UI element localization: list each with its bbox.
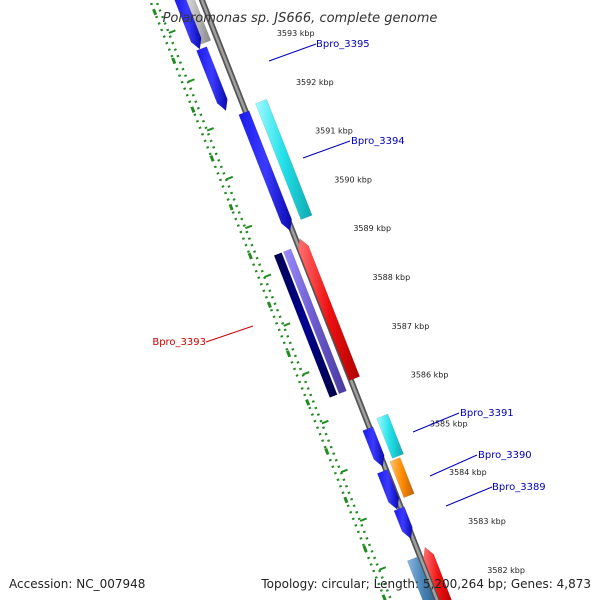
scale-tick-label: 3584 kbp — [449, 468, 487, 477]
map-title: Polaromonas sp. JS666, complete genome — [163, 11, 438, 26]
left-ruler-dash — [343, 496, 349, 504]
gene-label-bpro-3394[interactable]: Bpro_3394 — [351, 136, 405, 147]
scale-tick — [359, 517, 367, 522]
scale-tick — [283, 322, 291, 327]
gene-bpro-3393-navy[interactable] — [273, 252, 338, 398]
left-ruler-dash — [247, 252, 253, 260]
gene-bpro-3391[interactable] — [376, 413, 404, 459]
scale-tick — [321, 419, 329, 425]
left-ruler-dash — [152, 8, 158, 16]
scale-tick-label: 3592 kbp — [296, 78, 334, 87]
scale-tick — [302, 371, 310, 376]
scale-tick — [340, 468, 348, 474]
scale-tick-label: 3588 kbp — [372, 273, 410, 282]
scale-tick-label: 3589 kbp — [353, 224, 391, 233]
scale-tick-label: 3591 kbp — [315, 127, 353, 136]
left-ruler-dash — [228, 203, 234, 211]
scale-tick-label: 3583 kbp — [468, 517, 506, 526]
scale-tick — [168, 29, 176, 34]
gene-feature-red-bottom[interactable] — [423, 546, 454, 600]
scale-tick — [244, 224, 253, 230]
gene-label-bpro-3389[interactable]: Bpro_3389 — [492, 482, 546, 493]
leader-bpro-3395 — [268, 43, 317, 62]
left-ruler-dots — [148, 0, 387, 600]
leader-bpro-3390 — [429, 454, 478, 477]
left-ruler-dash — [190, 106, 196, 113]
scale-tick — [206, 127, 214, 132]
scale-tick — [264, 273, 272, 278]
gene-label-bpro-3393[interactable]: Bpro_3393 — [152, 337, 206, 348]
left-ruler-dash — [286, 350, 291, 357]
scale-tick-label: 3586 kbp — [411, 371, 449, 380]
gene-bpro-3393[interactable] — [297, 238, 361, 381]
left-ruler-dash — [305, 399, 311, 406]
scale-tick — [378, 566, 387, 571]
gene-label-bpro-3391[interactable]: Bpro_3391 — [460, 408, 514, 419]
gene-feature-steel-bottom[interactable] — [406, 556, 438, 600]
ruler-right: 3593 kbp 3592 kbp 3591 kbp 3590 kbp 3589 kbp… — [168, 29, 525, 575]
leader-bpro-3393 — [205, 325, 254, 343]
ruler-left — [148, 0, 387, 600]
genome-summary: Topology: circular; Length: 5,200,264 bp… — [261, 577, 591, 591]
leader-bpro-3394 — [302, 140, 351, 159]
left-ruler-dash — [362, 545, 368, 553]
scale-tick-label: 3582 kbp — [487, 566, 525, 575]
gene-feature-blue-top[interactable] — [174, 0, 202, 50]
ruler-outer-dots — [154, 0, 393, 600]
gene-feature-blue-3390b[interactable] — [376, 469, 400, 510]
leader-bpro-3391 — [412, 412, 460, 433]
left-ruler-dash — [381, 594, 387, 600]
scale-tick-label: 3590 kbp — [334, 175, 372, 184]
scale-tick-label: 3587 kbp — [392, 322, 430, 331]
left-ruler-dash — [324, 447, 330, 455]
scale-tick — [187, 78, 195, 83]
gene-bpro-3390[interactable] — [389, 457, 415, 498]
gene-feature-blue-3391b[interactable] — [362, 426, 385, 468]
gene-label-bpro-3390[interactable]: Bpro_3390 — [478, 450, 532, 461]
leader-bpro-3389 — [445, 486, 493, 507]
left-ruler-dash — [209, 155, 215, 162]
left-ruler-dash — [266, 301, 272, 309]
scale-tick-label: 3593 kbp — [277, 29, 315, 38]
gene-bpro-3394[interactable] — [255, 98, 313, 220]
gene-label-leaders — [205, 43, 493, 507]
gene-label-bpro-3395[interactable]: Bpro_3395 — [316, 39, 370, 50]
gene-bpro-3395[interactable] — [196, 46, 228, 112]
gene-features — [174, 0, 454, 600]
scale-tick — [225, 175, 234, 181]
gene-feature-blue-3394b[interactable] — [238, 110, 292, 232]
gene-bpro-3393-purple[interactable] — [283, 248, 347, 395]
accession-label: Accession: NC_007948 — [9, 577, 146, 591]
scale-tick-label: 3585 kbp — [430, 419, 468, 428]
left-ruler-dash — [171, 57, 177, 65]
gene-bpro-3389[interactable] — [393, 506, 413, 540]
